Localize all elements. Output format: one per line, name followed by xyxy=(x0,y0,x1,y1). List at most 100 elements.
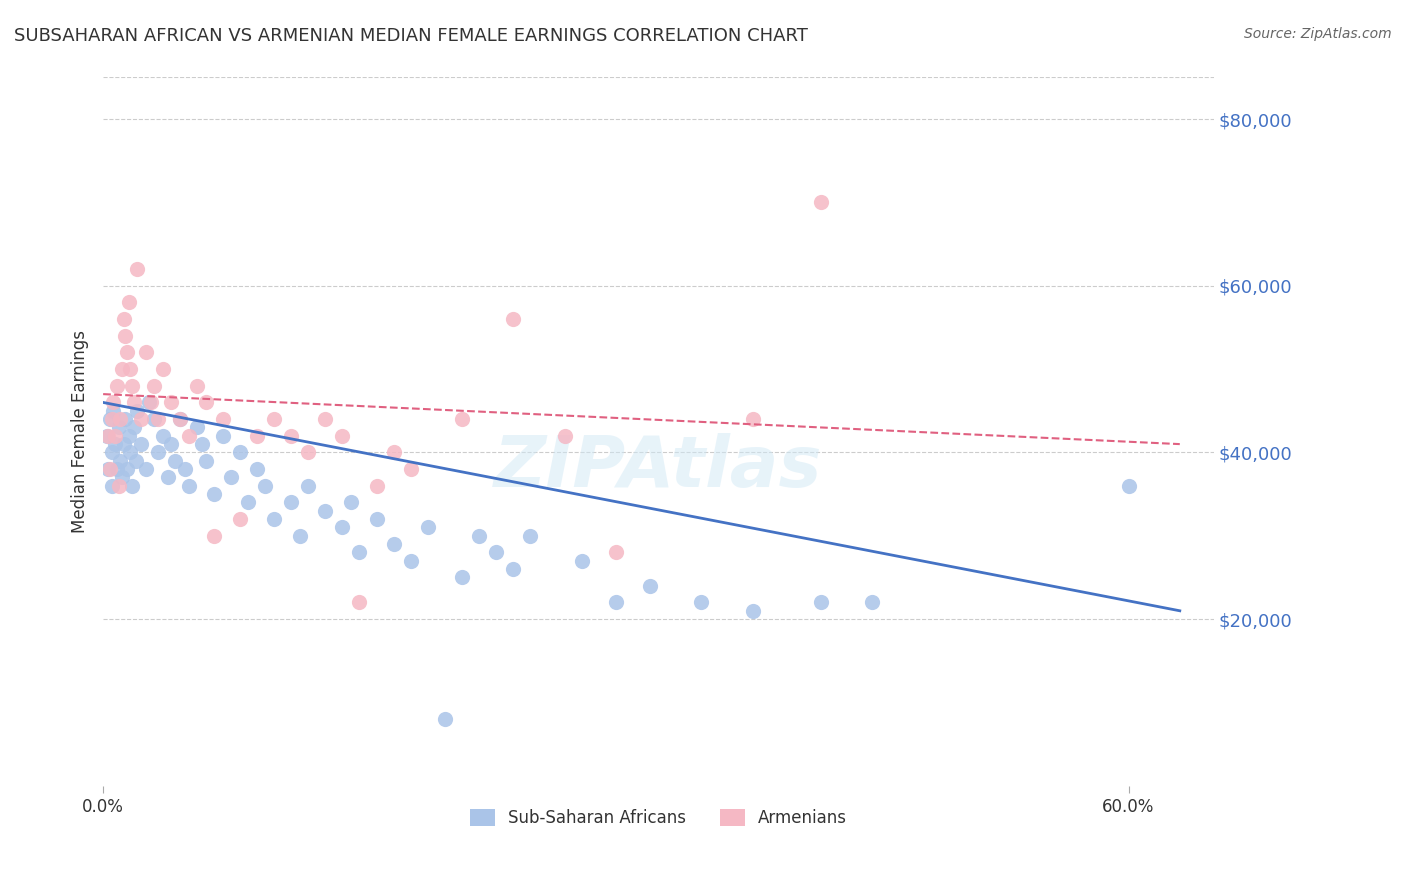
Point xyxy=(135,462,157,476)
Point xyxy=(366,512,388,526)
Point xyxy=(107,420,129,434)
Point xyxy=(194,395,217,409)
Point xyxy=(105,462,128,476)
Point xyxy=(169,412,191,426)
Point xyxy=(246,462,269,476)
Point xyxy=(122,395,145,409)
Point xyxy=(174,462,197,476)
Point xyxy=(96,429,118,443)
Point xyxy=(468,529,491,543)
Point xyxy=(100,445,122,459)
Point xyxy=(98,462,121,476)
Point xyxy=(451,412,474,426)
Point xyxy=(399,554,422,568)
Point xyxy=(114,328,136,343)
Point xyxy=(288,529,311,543)
Point xyxy=(382,445,405,459)
Text: Source: ZipAtlas.com: Source: ZipAtlas.com xyxy=(1244,27,1392,41)
Point xyxy=(485,545,508,559)
Point xyxy=(111,470,134,484)
Point xyxy=(107,479,129,493)
Point xyxy=(297,445,319,459)
Point xyxy=(211,412,233,426)
Point xyxy=(349,595,371,609)
Point xyxy=(349,545,371,559)
Point xyxy=(160,437,183,451)
Point xyxy=(502,562,524,576)
Point xyxy=(146,445,169,459)
Point xyxy=(238,495,260,509)
Point xyxy=(211,429,233,443)
Point xyxy=(186,420,208,434)
Point xyxy=(97,429,120,443)
Point xyxy=(280,495,302,509)
Point xyxy=(103,404,125,418)
Point xyxy=(741,604,763,618)
Point xyxy=(254,479,277,493)
Point xyxy=(416,520,439,534)
Point xyxy=(229,512,252,526)
Point xyxy=(124,454,146,468)
Point xyxy=(177,479,200,493)
Point xyxy=(690,595,713,609)
Point xyxy=(169,412,191,426)
Point xyxy=(221,470,243,484)
Point xyxy=(138,395,160,409)
Point xyxy=(118,429,141,443)
Point xyxy=(121,479,143,493)
Point xyxy=(366,479,388,493)
Point xyxy=(246,429,269,443)
Point xyxy=(160,395,183,409)
Point xyxy=(121,378,143,392)
Point xyxy=(202,529,225,543)
Point xyxy=(104,437,127,451)
Point xyxy=(152,362,174,376)
Point xyxy=(127,262,149,277)
Point xyxy=(314,504,336,518)
Text: SUBSAHARAN AFRICAN VS ARMENIAN MEDIAN FEMALE EARNINGS CORRELATION CHART: SUBSAHARAN AFRICAN VS ARMENIAN MEDIAN FE… xyxy=(14,27,808,45)
Point xyxy=(194,454,217,468)
Point xyxy=(229,445,252,459)
Point xyxy=(112,312,135,326)
Point xyxy=(143,378,166,392)
Point xyxy=(860,595,883,609)
Point xyxy=(314,412,336,426)
Point xyxy=(451,570,474,584)
Point xyxy=(120,362,142,376)
Point xyxy=(605,595,627,609)
Point xyxy=(433,712,456,726)
Point xyxy=(135,345,157,359)
Point xyxy=(114,412,136,426)
Point xyxy=(741,412,763,426)
Point xyxy=(502,312,524,326)
Point xyxy=(605,545,627,559)
Point xyxy=(399,462,422,476)
Point xyxy=(97,462,120,476)
Point xyxy=(332,520,354,534)
Point xyxy=(571,554,593,568)
Point xyxy=(122,420,145,434)
Point xyxy=(1118,479,1140,493)
Point xyxy=(157,470,180,484)
Point xyxy=(146,412,169,426)
Point xyxy=(115,345,138,359)
Point xyxy=(152,429,174,443)
Point xyxy=(297,479,319,493)
Point xyxy=(139,395,162,409)
Point xyxy=(129,412,152,426)
Point xyxy=(382,537,405,551)
Point xyxy=(263,512,285,526)
Point xyxy=(111,362,134,376)
Point xyxy=(810,595,832,609)
Point xyxy=(100,412,122,426)
Point xyxy=(143,412,166,426)
Point xyxy=(191,437,214,451)
Point xyxy=(127,404,149,418)
Point xyxy=(112,437,135,451)
Point xyxy=(340,495,363,509)
Point xyxy=(280,429,302,443)
Point xyxy=(810,195,832,210)
Point xyxy=(163,454,186,468)
Point xyxy=(103,395,125,409)
Point xyxy=(98,412,121,426)
